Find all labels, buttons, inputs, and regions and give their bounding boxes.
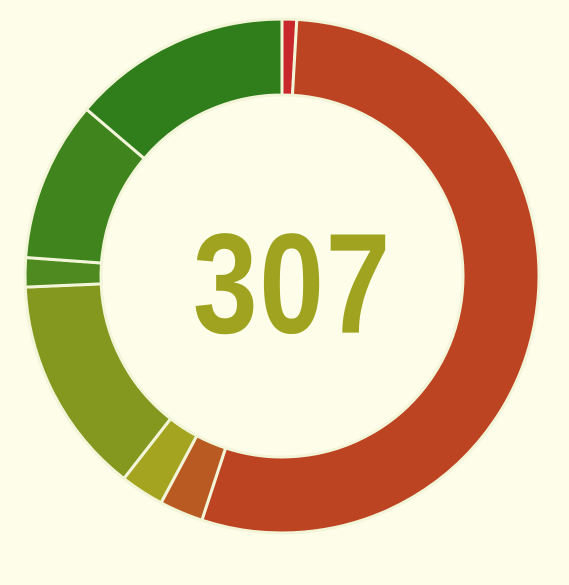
donut-svg bbox=[23, 17, 541, 535]
donut-segment-2 bbox=[200, 17, 541, 535]
donut-segment-8 bbox=[84, 17, 284, 161]
donut-chart: 307 bbox=[23, 17, 541, 535]
